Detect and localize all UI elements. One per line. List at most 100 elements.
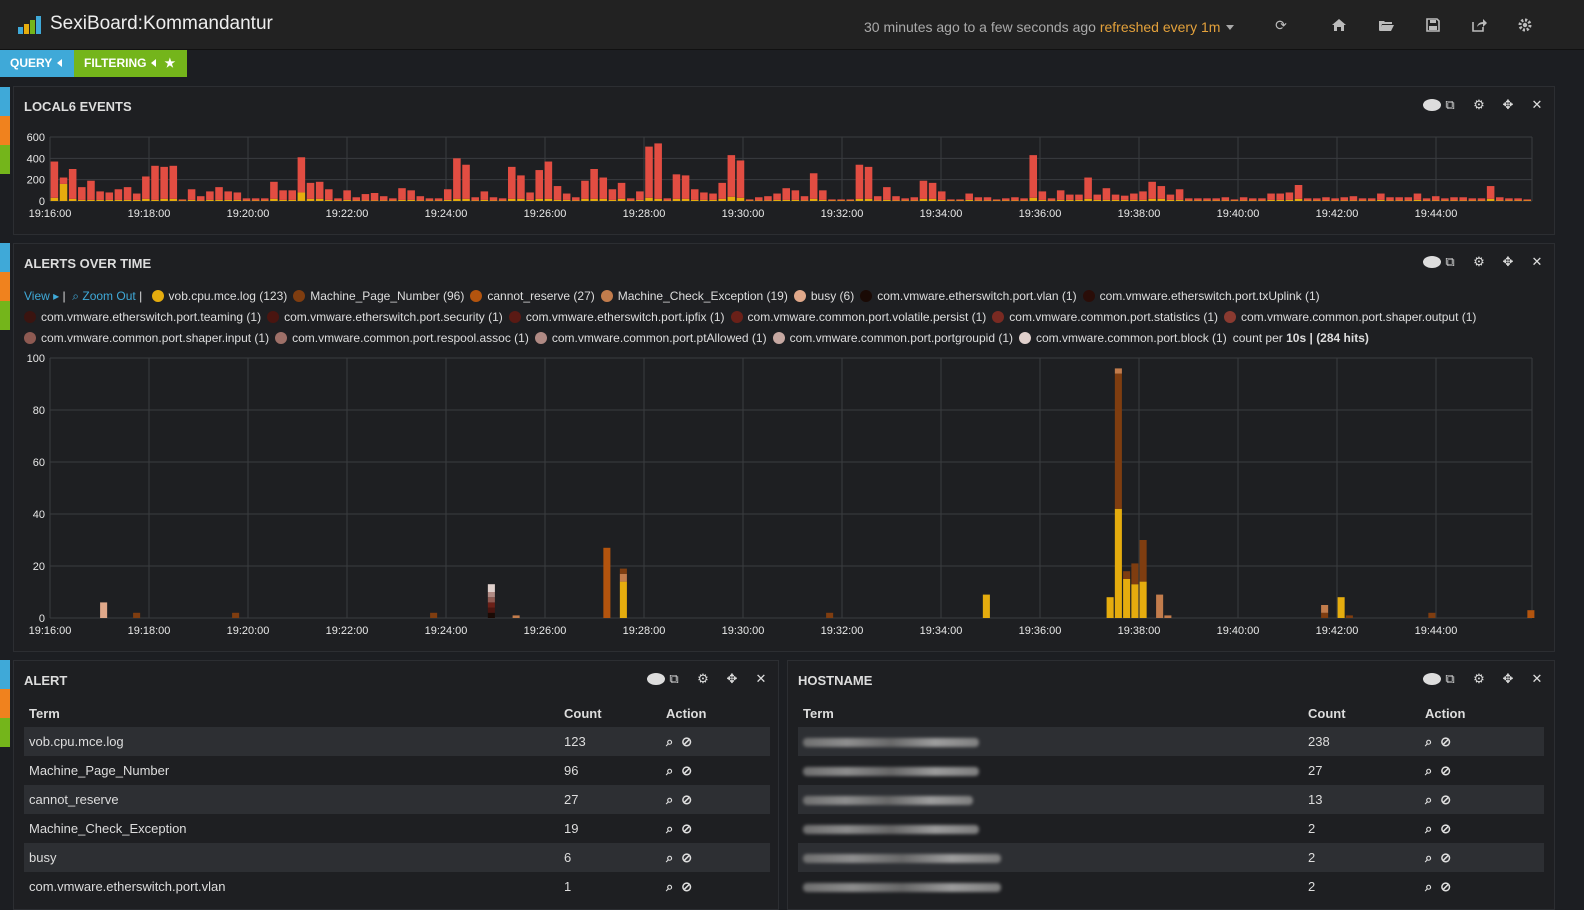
event-bar[interactable] [590, 169, 598, 199]
alert-bar[interactable] [487, 602, 495, 608]
event-bar[interactable] [379, 196, 388, 201]
event-bar[interactable] [1038, 191, 1047, 200]
time-range-text[interactable]: 30 minutes ago to a few seconds ago [864, 19, 1096, 35]
search-icon[interactable]: ⌕ [1425, 762, 1433, 778]
caret-down-icon[interactable] [1226, 25, 1235, 30]
event-bar[interactable] [1496, 197, 1504, 201]
event-bar[interactable] [782, 199, 790, 201]
event-bar[interactable] [1486, 198, 1495, 201]
ban-icon[interactable]: ⊘ [681, 791, 693, 807]
search-icon[interactable]: ⌕ [1425, 849, 1433, 865]
ban-icon[interactable]: ⊘ [1440, 849, 1452, 865]
event-bar[interactable] [1212, 200, 1220, 201]
event-bar[interactable] [764, 196, 772, 201]
event-bar[interactable] [1468, 198, 1477, 201]
event-bar[interactable] [1075, 194, 1083, 200]
event-bar[interactable] [352, 197, 361, 201]
event-bar[interactable] [1340, 200, 1349, 201]
event-bar[interactable] [489, 197, 498, 201]
event-bar[interactable] [1477, 198, 1486, 201]
event-bar[interactable] [837, 200, 845, 201]
legend-label[interactable]: com.vmware.etherswitch.port.vlan (1) [877, 289, 1077, 303]
alert-bar[interactable] [100, 602, 108, 618]
event-bar[interactable] [78, 187, 86, 200]
event-bar[interactable] [645, 197, 653, 201]
row-collapse-strip-2[interactable] [0, 243, 10, 330]
event-bar[interactable] [1450, 197, 1458, 201]
event-bar[interactable] [910, 197, 919, 201]
alert-bar[interactable] [487, 592, 495, 598]
event-bar[interactable] [352, 200, 361, 201]
info-icon[interactable]: i [1412, 97, 1441, 112]
legend-label[interactable]: com.vmware.common.port.block (1) [1036, 331, 1227, 345]
event-bar[interactable] [873, 200, 882, 201]
event-bar[interactable] [178, 199, 187, 201]
star-icon[interactable]: ★ [164, 56, 176, 70]
event-bar[interactable] [1194, 200, 1202, 201]
event-bar[interactable] [1285, 192, 1294, 200]
event-bar[interactable] [974, 197, 983, 201]
event-bar[interactable] [645, 146, 653, 198]
event-bar[interactable] [187, 189, 196, 200]
event-bar[interactable] [819, 190, 827, 200]
save-icon[interactable] [1425, 17, 1441, 33]
event-bar[interactable] [196, 196, 205, 201]
event-bar[interactable] [68, 169, 77, 199]
event-bar[interactable] [1157, 198, 1166, 201]
event-bar[interactable] [1422, 198, 1431, 201]
event-bar[interactable] [773, 199, 781, 201]
alert-bar[interactable] [487, 612, 495, 618]
event-bar[interactable] [1066, 194, 1074, 200]
event-bar[interactable] [764, 200, 772, 201]
event-bar[interactable] [892, 196, 900, 201]
event-bar[interactable] [919, 198, 928, 201]
legend-label[interactable]: com.vmware.common.port.volatile.persist … [747, 310, 987, 324]
event-bar[interactable] [581, 180, 589, 199]
alert-bar[interactable] [1527, 610, 1535, 618]
zoom-out-link[interactable]: Zoom Out [82, 289, 136, 303]
event-bar[interactable] [151, 165, 159, 200]
event-bar[interactable] [1367, 198, 1376, 201]
event-bar[interactable] [87, 199, 95, 201]
settings-icon[interactable]: ⚙ [1473, 254, 1485, 269]
event-bar[interactable] [1230, 199, 1239, 201]
event-bar[interactable] [809, 173, 818, 199]
event-bar[interactable] [187, 199, 196, 201]
event-bar[interactable] [1358, 200, 1367, 201]
legend-label[interactable]: com.vmware.etherswitch.port.txUplink (1) [1099, 289, 1320, 303]
event-bar[interactable] [864, 198, 873, 201]
legend-item[interactable]: com.vmware.common.port.volatile.persist … [730, 307, 987, 328]
event-bar[interactable] [242, 200, 251, 201]
duplicate-icon[interactable]: ⧉ [669, 671, 679, 686]
event-bar[interactable] [846, 200, 855, 201]
ban-icon[interactable]: ⊘ [681, 820, 693, 836]
search-icon[interactable]: ⌕ [1425, 878, 1433, 894]
event-bar[interactable] [398, 188, 406, 200]
move-icon[interactable]: ✥ [1502, 97, 1514, 112]
legend-label[interactable]: com.vmware.common.port.shaper.input (1) [41, 331, 270, 345]
event-bar[interactable] [727, 155, 736, 197]
event-bar[interactable] [498, 200, 507, 201]
alert-bar[interactable] [603, 547, 611, 618]
event-bar[interactable] [1459, 200, 1467, 201]
event-bar[interactable] [1249, 200, 1257, 201]
timepicker[interactable]: 30 minutes ago to a few seconds ago refr… [864, 19, 1235, 35]
ban-icon[interactable]: ⊘ [681, 878, 693, 894]
share-icon[interactable] [1471, 17, 1487, 33]
legend-label[interactable]: vob.cpu.mce.log (123) [168, 289, 288, 303]
event-bar[interactable] [297, 192, 306, 201]
event-bar[interactable] [279, 190, 287, 200]
event-bar[interactable] [1166, 194, 1175, 200]
event-bar[interactable] [123, 199, 132, 201]
event-bar[interactable] [1184, 198, 1193, 201]
row-collapse-strip-1[interactable] [0, 87, 10, 174]
event-bar[interactable] [343, 199, 351, 201]
event-bar[interactable] [315, 181, 324, 199]
zoom-out-icon[interactable]: ⌕ [72, 289, 80, 303]
close-icon[interactable]: ✕ [1531, 671, 1543, 686]
event-bar[interactable] [68, 198, 77, 201]
event-bar[interactable] [700, 199, 708, 201]
event-bar[interactable] [1285, 199, 1294, 201]
alert-bar[interactable] [487, 607, 495, 613]
alert-bar[interactable] [1164, 615, 1172, 618]
